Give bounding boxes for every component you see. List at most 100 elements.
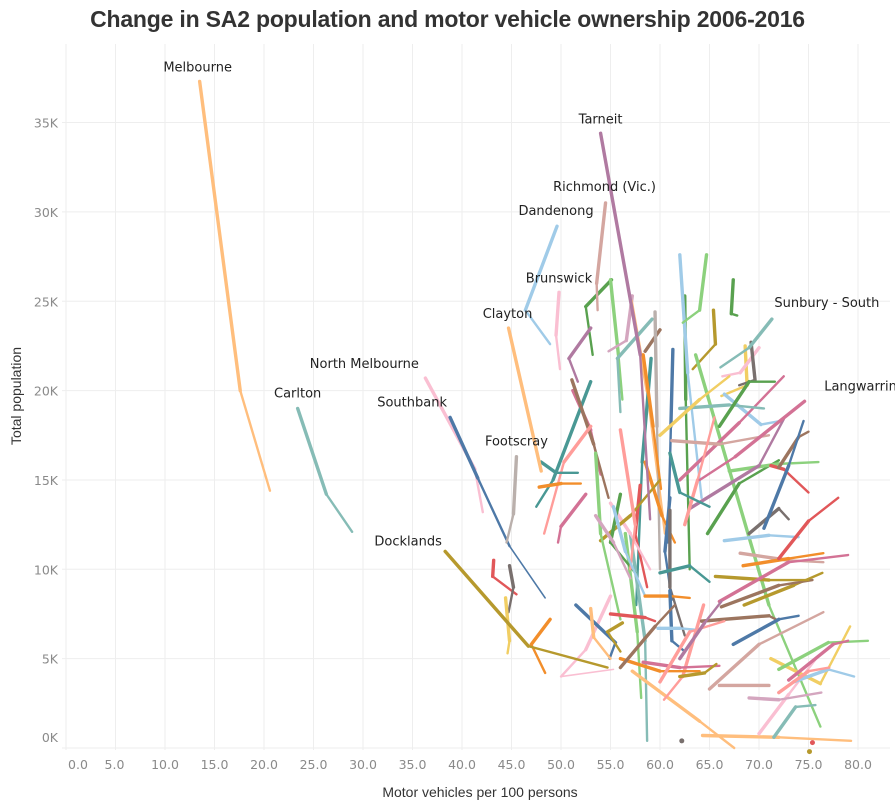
series-segment[interactable] — [747, 317, 774, 350]
series-path[interactable] — [679, 738, 685, 744]
series-path[interactable] — [611, 505, 647, 598]
series-segment[interactable] — [598, 131, 642, 357]
series-path[interactable] — [762, 419, 805, 530]
series-segment[interactable] — [599, 532, 622, 621]
series-segment[interactable] — [832, 639, 850, 646]
series-segment[interactable] — [529, 617, 552, 647]
series-segment[interactable] — [655, 425, 662, 571]
series-segment[interactable] — [629, 478, 662, 517]
series-clayton[interactable] — [506, 326, 543, 473]
series-segment[interactable] — [595, 282, 599, 312]
series-segment[interactable] — [605, 621, 625, 634]
series-path[interactable] — [717, 553, 850, 604]
series-segment[interactable] — [662, 675, 684, 701]
series-segment[interactable] — [688, 564, 711, 584]
series-segment[interactable] — [777, 519, 811, 561]
series-segment[interactable] — [651, 425, 663, 491]
series-segment[interactable] — [640, 356, 653, 464]
series-path[interactable] — [688, 417, 785, 511]
series-segment[interactable] — [618, 428, 637, 527]
series-segment[interactable] — [698, 375, 731, 401]
series-segment[interactable] — [530, 643, 547, 675]
series-path[interactable] — [772, 703, 817, 739]
series-segment[interactable] — [567, 357, 580, 383]
series-path[interactable] — [700, 733, 853, 743]
series-path[interactable] — [681, 253, 709, 324]
series-segment[interactable] — [797, 430, 810, 439]
series-segment[interactable] — [612, 541, 632, 580]
series-segment[interactable] — [777, 640, 830, 672]
series-segment[interactable] — [777, 691, 823, 701]
series-segment[interactable] — [772, 705, 798, 739]
series-path[interactable] — [668, 451, 711, 508]
series-segment[interactable] — [696, 416, 716, 482]
series-path[interactable] — [556, 492, 588, 544]
series-segment[interactable] — [777, 614, 800, 621]
series-path[interactable] — [641, 660, 721, 670]
series-segment[interactable] — [703, 600, 723, 625]
series-segment[interactable] — [703, 662, 718, 675]
series-path[interactable] — [507, 564, 516, 614]
series-segment[interactable] — [490, 558, 496, 579]
series-path[interactable] — [678, 662, 718, 679]
series-segment[interactable] — [678, 403, 731, 411]
series-segment[interactable] — [584, 278, 614, 309]
series-path[interactable] — [537, 481, 582, 489]
series-segment[interactable] — [711, 308, 718, 346]
series-path[interactable] — [559, 594, 615, 678]
series-segment[interactable] — [551, 379, 593, 482]
series-segment[interactable] — [719, 346, 751, 369]
series-segment[interactable] — [707, 642, 761, 691]
series-path[interactable] — [741, 552, 825, 568]
series-segment[interactable] — [617, 353, 624, 401]
series-segment[interactable] — [527, 644, 609, 669]
series-segment[interactable] — [688, 619, 726, 634]
series-brunswick[interactable] — [554, 290, 562, 371]
series-segment[interactable] — [607, 339, 628, 353]
series-segment[interactable] — [618, 624, 657, 670]
series-path[interactable] — [717, 379, 777, 429]
series-path[interactable] — [589, 606, 612, 660]
series-path[interactable] — [699, 614, 778, 623]
series-path[interactable] — [707, 610, 825, 691]
series-segment[interactable] — [777, 669, 811, 695]
series-segment[interactable] — [777, 507, 790, 521]
series-path[interactable] — [643, 328, 662, 353]
series-footscray[interactable] — [505, 455, 519, 544]
series-segment[interactable] — [615, 317, 654, 361]
series-segment[interactable] — [295, 406, 329, 496]
series-segment[interactable] — [663, 496, 672, 554]
series-segment[interactable] — [589, 606, 596, 639]
series-path[interactable] — [769, 625, 852, 686]
series-path[interactable] — [658, 564, 711, 584]
series-segment[interactable] — [678, 421, 741, 482]
series-segment[interactable] — [769, 656, 823, 686]
series-segment[interactable] — [523, 224, 559, 312]
series-path[interactable] — [777, 639, 870, 672]
series-path[interactable] — [747, 691, 823, 702]
series-path[interactable] — [529, 617, 552, 675]
series-segment[interactable] — [574, 603, 618, 645]
series-segment[interactable] — [624, 550, 647, 598]
series-segment[interactable] — [731, 617, 781, 647]
series-segment[interactable] — [762, 463, 791, 530]
series-path[interactable] — [567, 326, 593, 383]
series-segment[interactable] — [719, 583, 781, 609]
series-path[interactable] — [747, 506, 790, 536]
series-segment[interactable] — [787, 642, 835, 682]
series-path[interactable] — [769, 463, 810, 494]
series-path[interactable] — [691, 308, 718, 371]
series-sunbury-south[interactable] — [719, 317, 774, 369]
series-segment[interactable] — [717, 560, 791, 604]
series-path[interactable] — [653, 310, 662, 571]
series-path[interactable] — [618, 603, 677, 670]
series-segment[interactable] — [524, 308, 552, 346]
series-segment[interactable] — [592, 636, 612, 660]
series-path[interactable] — [584, 278, 614, 357]
series-path[interactable] — [678, 375, 785, 482]
series-docklands[interactable] — [443, 549, 609, 669]
series-segment[interactable] — [537, 481, 563, 489]
series-segment[interactable] — [559, 648, 587, 678]
series-segment[interactable] — [658, 564, 692, 575]
series-segment[interactable] — [643, 639, 649, 743]
